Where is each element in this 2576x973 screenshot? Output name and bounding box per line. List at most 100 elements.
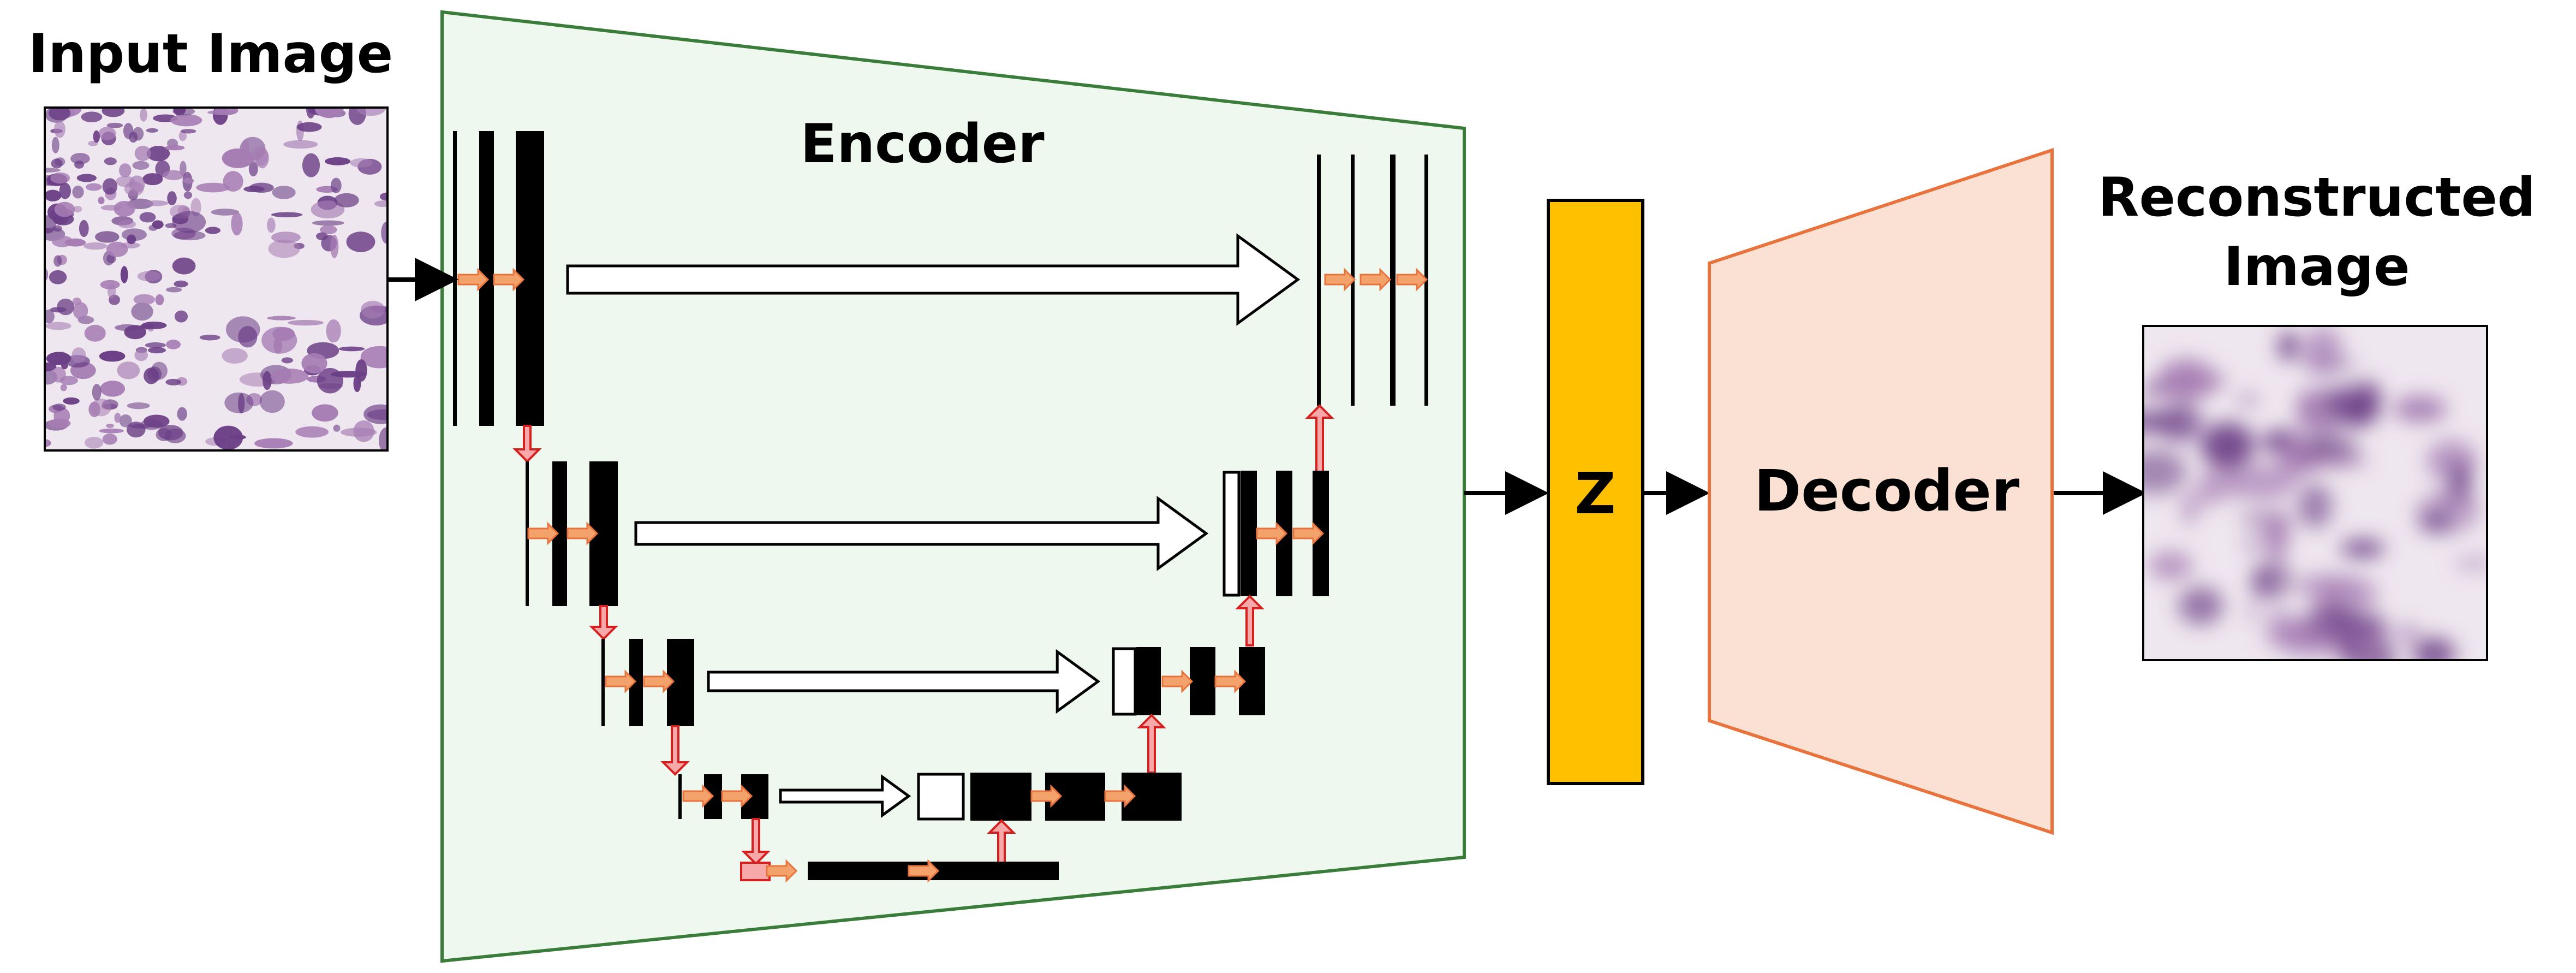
tissue-cell — [379, 427, 387, 450]
tissue-blur — [2164, 369, 2226, 394]
encoder-block — [440, 10, 1466, 963]
tissue-cell — [263, 371, 272, 390]
upsample-arrow-icon — [1235, 595, 1265, 646]
tissue-blur — [2339, 643, 2359, 660]
tissue-cell — [167, 191, 177, 205]
tissue-blur — [2304, 327, 2342, 376]
tissue-cell — [142, 173, 163, 186]
skip-connection-icon — [779, 774, 911, 818]
tissue-cell — [199, 334, 220, 341]
tissue-cell — [88, 401, 100, 418]
conv-step-icon — [457, 268, 490, 292]
reconstructed-image-label-line2: Image — [2223, 236, 2410, 298]
tissue-cell — [107, 284, 116, 299]
feature-map-bar — [1136, 647, 1161, 715]
tissue-cell — [222, 148, 254, 168]
decoder-block — [1708, 147, 2054, 835]
tissue-cell — [137, 271, 162, 282]
tissue-cell — [350, 158, 373, 168]
tissue-cell — [106, 122, 123, 128]
tissue-cell — [51, 235, 73, 247]
tissue-blur — [2201, 422, 2255, 469]
tissue-cell — [379, 192, 387, 201]
downsample-arrow-icon — [589, 605, 618, 640]
tissue-blur — [2450, 461, 2471, 495]
tissue-blur — [2249, 602, 2257, 624]
tissue-cell — [259, 390, 285, 413]
tissue-blur — [2454, 557, 2487, 570]
tissue-cell — [213, 425, 243, 450]
tissue-cell — [360, 346, 387, 369]
tissue-cell — [381, 222, 387, 244]
tissue-cell — [180, 129, 196, 134]
tissue-cell — [134, 145, 151, 161]
tissue-cell — [102, 178, 117, 195]
tissue-cell — [54, 201, 75, 217]
tissue-cell — [55, 157, 65, 167]
conv-step-icon — [1214, 669, 1247, 693]
tissue-cell — [147, 366, 162, 382]
tissue-blur — [2149, 551, 2193, 580]
tissue-cell — [356, 108, 386, 116]
tissue-cell — [141, 321, 167, 329]
conv-step-icon — [1030, 784, 1063, 808]
tissue-cell — [84, 324, 106, 342]
tissue-cell — [170, 114, 202, 127]
upsample-arrow-icon — [1137, 714, 1166, 774]
tissue-blur — [2412, 637, 2456, 660]
tissue-cell — [271, 212, 303, 217]
tissue-cell — [59, 182, 71, 199]
conv-step-icon — [1161, 669, 1194, 693]
tissue-cell — [99, 428, 124, 434]
tissue-cell — [104, 157, 117, 165]
conv-step-icon — [908, 859, 940, 883]
tissue-cell — [283, 140, 318, 149]
tissue-cell — [139, 212, 156, 223]
tissue-cell — [53, 255, 62, 267]
feature-map-bar — [1190, 647, 1215, 715]
tissue-cell — [145, 342, 166, 348]
conv-step-icon — [1104, 784, 1136, 808]
tissue-cell — [100, 205, 122, 211]
tissue-blur — [2298, 483, 2333, 529]
tissue-cell — [281, 357, 294, 364]
feature-map-bar — [970, 773, 1031, 821]
tissue-cell — [248, 161, 258, 177]
tissue-cell — [60, 384, 67, 391]
tissue-blur — [2247, 537, 2256, 552]
tissue-cell — [172, 108, 195, 116]
tissue-blur — [2293, 435, 2358, 460]
tissue-cell — [238, 326, 258, 348]
latent-z-label: Z — [1575, 460, 1615, 527]
conv-step-icon — [682, 784, 714, 808]
tissue-cell — [45, 439, 51, 447]
conv-step-icon — [493, 268, 525, 292]
tissue-blur — [2283, 435, 2310, 475]
tissue-blur — [2393, 396, 2447, 422]
tissue-cell — [106, 241, 128, 257]
tissue-cell — [326, 319, 341, 343]
concat-feature-map — [1223, 471, 1241, 597]
tissue-cell — [126, 422, 146, 438]
tissue-cell — [165, 378, 182, 385]
tissue-cell — [183, 177, 194, 184]
conv-step-icon — [1359, 268, 1392, 292]
conv-step-icon — [643, 669, 675, 693]
tissue-cell — [93, 130, 100, 143]
skip-connection-icon — [707, 649, 1101, 714]
conv-step-icon — [766, 859, 798, 883]
conv-step-icon — [721, 784, 753, 808]
tissue-cell — [301, 353, 327, 374]
tissue-cell — [45, 322, 71, 330]
tissue-cell — [45, 309, 55, 324]
tissue-cell — [57, 298, 75, 316]
tissue-cell — [47, 418, 71, 429]
tissue-cell — [211, 209, 240, 216]
concat-feature-map — [1112, 647, 1137, 716]
conv-step-icon — [1396, 268, 1428, 292]
tissue-cell — [85, 436, 104, 449]
tissue-cell — [174, 280, 188, 288]
tissue-cell — [346, 232, 375, 252]
tissue-cell — [121, 228, 147, 241]
tissue-cell — [52, 404, 66, 411]
